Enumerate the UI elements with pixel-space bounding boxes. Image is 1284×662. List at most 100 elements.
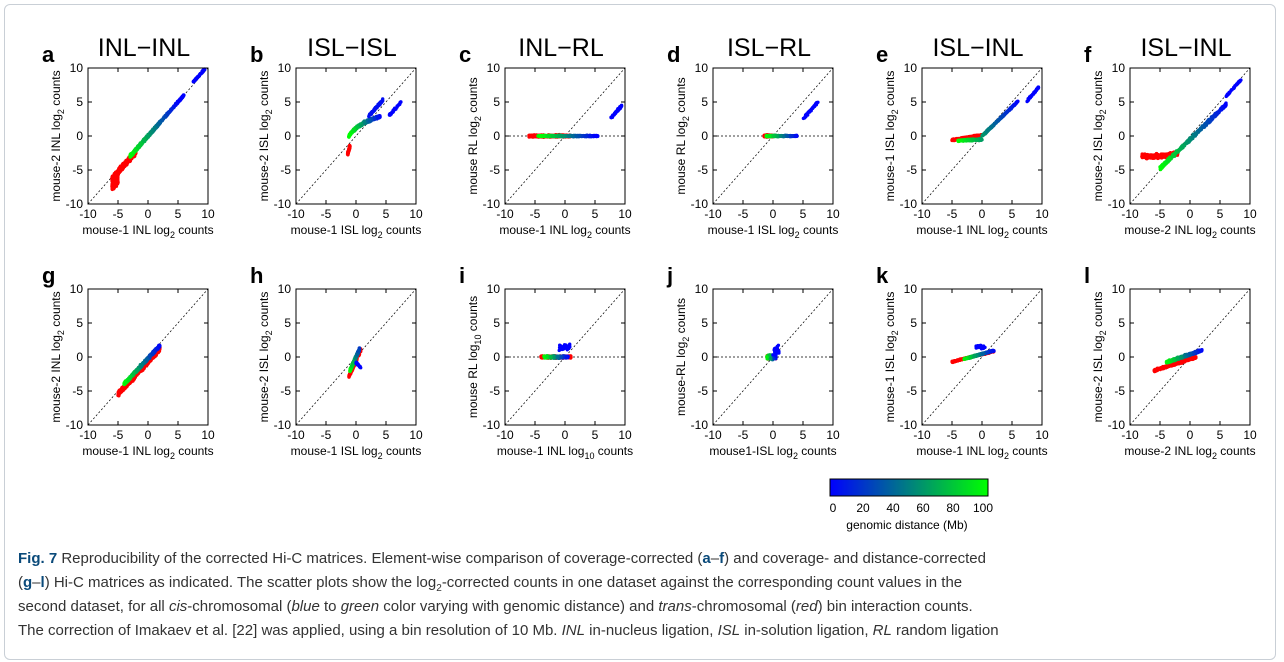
data-point — [527, 135, 531, 139]
x-axis-label-text: mouse-1 INL log — [499, 223, 587, 237]
y-tick-label: -10 — [691, 197, 709, 211]
data-point — [142, 138, 147, 142]
y-axis-label-text: counts — [257, 71, 271, 110]
data-point — [116, 172, 120, 176]
data-point — [546, 134, 550, 138]
data-point — [1014, 100, 1019, 105]
data-point — [767, 134, 772, 138]
data-point — [1036, 85, 1041, 90]
data-point — [990, 124, 994, 128]
data-point — [347, 133, 352, 137]
x-axis-label: mouse-1 INL log2 counts — [499, 223, 630, 240]
x-tick-label: -5 — [947, 207, 958, 221]
y-tick-label: 0 — [910, 129, 917, 143]
data-point — [191, 79, 195, 84]
data-point — [1164, 154, 1168, 158]
x-axis-label-text: mouse-1 INL log — [82, 223, 170, 237]
data-point — [793, 134, 798, 139]
data-point — [951, 138, 955, 142]
data-point — [175, 101, 179, 106]
y-tick-label: 10 — [904, 61, 918, 75]
x-tick-label: 10 — [618, 207, 632, 221]
x-tick-label: 5 — [800, 207, 807, 221]
data-point — [145, 134, 150, 138]
x-axis-label-text: counts — [592, 223, 631, 237]
data-point — [1009, 105, 1013, 110]
x-tick-label: -5 — [738, 207, 749, 221]
data-point — [584, 134, 588, 139]
x-axis-label-text: counts — [175, 223, 214, 237]
y-axis-label: mouse RL log2 counts — [466, 77, 483, 194]
data-point — [113, 177, 117, 181]
data-point — [812, 104, 816, 109]
panel-letter: a — [42, 42, 55, 67]
x-axis-label-text: counts — [383, 223, 422, 237]
data-point — [352, 127, 356, 131]
panel-title: ISL−ISL — [307, 34, 397, 62]
y-axis-label-text: mouse-2 INL log — [49, 114, 63, 202]
x-tick-label: 10 — [409, 207, 423, 221]
figure-plots: -10 -10 -5 -5 0 0 5 5 10 10 mouse-1 INL log2 count… — [42, 34, 1257, 532]
data-point — [111, 186, 115, 190]
y-axis-label-text: mouse RL log — [674, 121, 688, 195]
y-axis-label: mouse-2 INL log2 counts — [49, 70, 66, 201]
panel-title: INL−RL — [518, 34, 604, 62]
data-point — [550, 134, 555, 139]
data-point — [348, 145, 352, 149]
data-point — [958, 139, 962, 143]
data-point — [588, 134, 593, 138]
x-tick-label: 0 — [770, 207, 777, 221]
data-point — [130, 151, 134, 156]
x-axis-label-text: counts — [800, 223, 839, 237]
y-axis-label-text: mouse-2 ISL log — [257, 114, 271, 201]
data-point — [201, 69, 205, 73]
y-tick-label: 10 — [70, 61, 84, 75]
panel-letter: e — [876, 42, 888, 67]
data-point — [804, 113, 808, 117]
x-tick-label: 5 — [592, 207, 599, 221]
y-tick-label: -10 — [274, 197, 292, 211]
y-tick-label: -5 — [280, 163, 291, 177]
data-point — [1156, 153, 1160, 158]
data-point — [1026, 97, 1030, 101]
data-point — [1161, 152, 1165, 157]
data-point — [180, 95, 184, 99]
x-tick-label: 10 — [201, 207, 215, 221]
data-point — [575, 134, 579, 139]
x-tick-label: 0 — [353, 207, 360, 221]
data-point — [986, 127, 991, 131]
data-point — [567, 133, 571, 138]
data-point — [136, 145, 141, 149]
data-point — [393, 106, 398, 111]
data-point — [570, 134, 575, 138]
identity-line — [295, 67, 417, 205]
x-axis-label: mouse-1 INL log2 counts — [916, 223, 1047, 240]
data-point — [593, 134, 597, 138]
data-point — [367, 118, 372, 123]
y-tick-label: -5 — [906, 163, 917, 177]
data-point — [785, 134, 789, 138]
data-point — [374, 105, 379, 109]
data-point — [138, 142, 142, 146]
y-axis-label-text: mouse RL log — [466, 121, 480, 195]
y-axis-label: mouse-2 ISL log2 counts — [257, 71, 274, 202]
x-tick-label: 5 — [175, 207, 182, 221]
data-point — [372, 116, 377, 120]
data-point — [975, 138, 979, 142]
data-point — [149, 132, 153, 136]
data-point — [531, 133, 535, 138]
data-point — [963, 138, 967, 143]
y-tick-label: -5 — [72, 163, 83, 177]
y-tick-label: 5 — [701, 95, 708, 109]
data-points — [345, 97, 403, 157]
y-tick-label: 10 — [278, 61, 292, 75]
y-tick-label: -5 — [697, 163, 708, 177]
panel-title: ISL−RL — [727, 34, 811, 62]
data-point — [1141, 154, 1146, 158]
data-point — [1000, 114, 1004, 119]
y-tick-label: -10 — [900, 197, 918, 211]
